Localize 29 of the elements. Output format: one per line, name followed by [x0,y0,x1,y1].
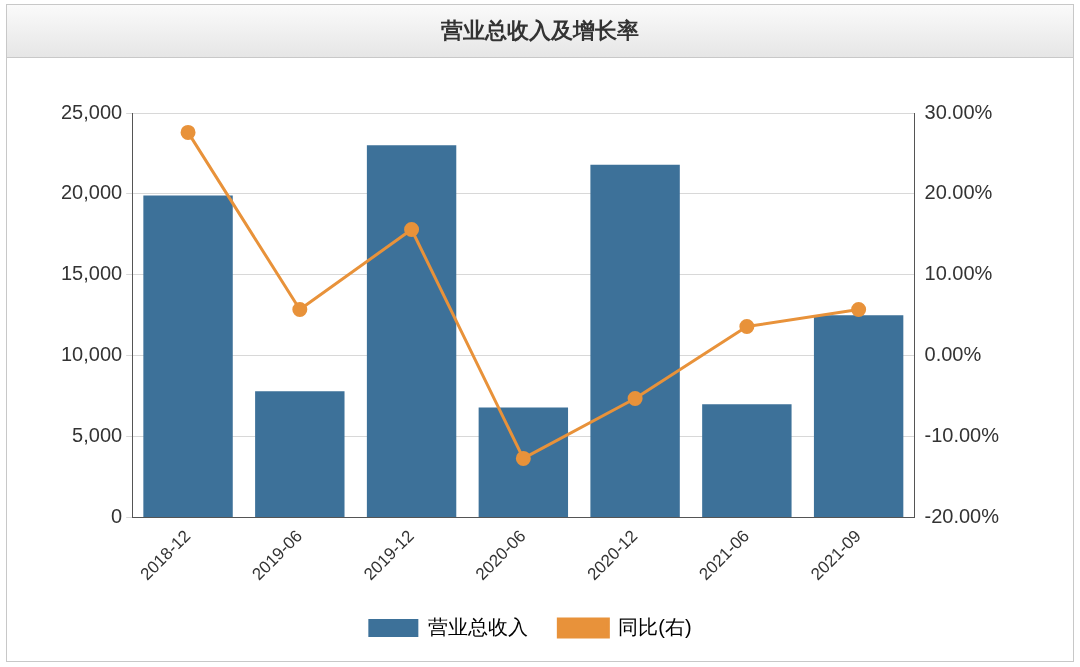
y-tick-label: 20,000 [61,181,123,204]
bar [143,195,233,517]
legend-label: 同比(右) [618,615,692,638]
y-tick-label: 10,000 [61,343,123,366]
point [292,302,308,318]
bar [813,315,904,517]
bar [478,407,569,517]
y-tick-label: 25,000 [61,100,123,123]
point [739,319,755,335]
y-tick-label: 5,000 [72,424,123,447]
point [627,391,643,407]
y-tick-label: 0 [111,504,123,527]
point [404,221,420,237]
point [851,302,867,318]
y-tick-label: 15,000 [61,262,123,285]
y2-tick-label: -10.00% [924,424,1000,447]
bar [366,145,457,517]
y2-tick-label: 20.00% [924,181,993,204]
bar [590,164,680,517]
bar [255,391,345,517]
y2-tick-label: 10.00% [924,262,993,285]
point [180,124,196,140]
y2-tick-label: 30.00% [924,100,993,123]
bar [702,404,792,517]
y2-tick-label: -20.00% [924,504,1000,527]
chart-title: 营业总收入及增长率 [7,5,1073,58]
y2-tick-label: 0.00% [924,343,982,366]
legend-label: 营业总收入 [428,615,529,638]
point [515,450,531,466]
